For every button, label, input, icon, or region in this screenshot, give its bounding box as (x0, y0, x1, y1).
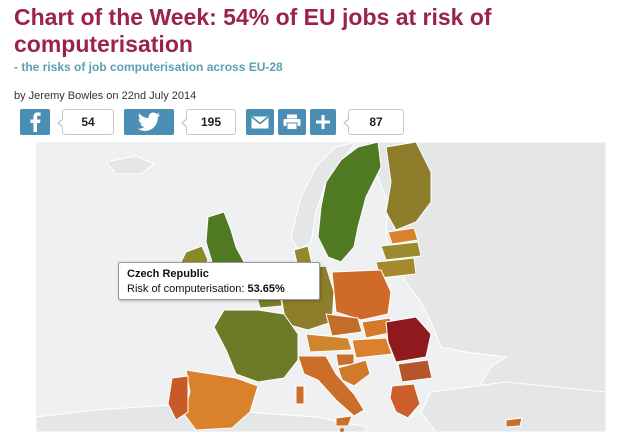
country-poland (331, 269, 392, 321)
country-austria (305, 333, 353, 353)
print-button[interactable] (278, 109, 306, 135)
plus-icon (316, 115, 330, 129)
country-romania (385, 316, 432, 363)
country-portugal (167, 375, 189, 421)
country-cyprus (505, 417, 523, 428)
facebook-share-button[interactable] (20, 109, 50, 135)
non-eu-land (365, 142, 606, 432)
country-finland (385, 142, 432, 231)
twitter-share-count: 195 (181, 109, 236, 135)
non-eu-land (420, 381, 606, 432)
tooltip-risk-line: Risk of computerisation: 53.65% (127, 282, 311, 297)
country-france (213, 309, 299, 383)
more-share-count: 87 (343, 109, 404, 135)
non-eu-land (105, 155, 155, 175)
map-tooltip: Czech Republic Risk of computerisation: … (118, 262, 320, 300)
email-share-button[interactable] (246, 109, 274, 135)
country-malta (340, 428, 344, 432)
facebook-icon (30, 112, 41, 132)
country-italy-sardinia (295, 385, 305, 405)
email-icon (251, 115, 269, 128)
country-latvia (380, 241, 422, 261)
more-share-button[interactable] (310, 109, 336, 135)
tooltip-risk-label: Risk of computerisation: (127, 283, 245, 295)
article-title: Chart of the Week: 54% of EU jobs at ris… (14, 4, 492, 57)
tooltip-risk-value: 53.65% (247, 283, 285, 295)
tooltip-country: Czech Republic (127, 268, 209, 280)
country-sweden (317, 142, 382, 263)
print-icon (283, 114, 301, 130)
facebook-share-count: 54 (57, 109, 114, 135)
twitter-share-button[interactable] (124, 109, 174, 135)
country-hungary (351, 337, 393, 359)
country-italy-sicily (335, 415, 353, 427)
country-italy (297, 355, 365, 417)
twitter-icon (137, 112, 160, 131)
country-czech-republic (325, 313, 363, 337)
country-greece (389, 383, 421, 419)
article-subtitle: - the risks of job computerisation acros… (14, 60, 283, 74)
country-estonia (387, 227, 419, 245)
article-byline: by Jeremy Bowles on 22nd July 2014 (14, 90, 197, 102)
country-croatia (337, 359, 371, 387)
country-bulgaria (397, 359, 433, 383)
